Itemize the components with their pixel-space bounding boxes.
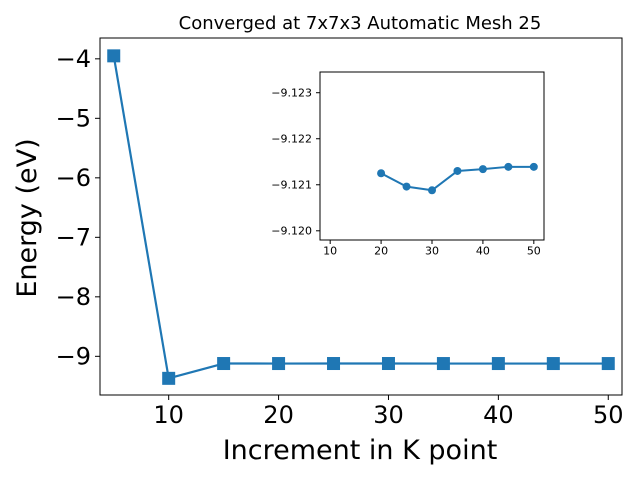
data-point <box>402 182 411 191</box>
data-point <box>529 162 538 171</box>
x-tick-label: 50 <box>593 401 624 429</box>
x-tick-label: 40 <box>476 244 490 257</box>
y-tick-label: −8 <box>56 283 91 311</box>
inset-plot: 10 20 30 40 50 −9.120 −9.121 −9.122 −9.123 <box>271 71 545 257</box>
data-point <box>436 357 450 371</box>
data-point <box>107 49 121 63</box>
data-point <box>428 186 436 195</box>
data-point <box>327 357 341 371</box>
y-axis-label: Energy (eV) <box>12 138 43 297</box>
x-axis-label: Increment in K point <box>223 435 498 466</box>
x-tick-label: 20 <box>374 244 388 257</box>
data-point <box>504 162 513 171</box>
y-tick-label: −9.123 <box>271 87 312 100</box>
data-point <box>162 371 176 385</box>
data-point <box>601 357 615 371</box>
x-tick-label: 10 <box>153 401 184 429</box>
y-tick-label: −9 <box>56 343 91 371</box>
y-tick-label: −9.120 <box>271 225 312 238</box>
y-tick-label: −9.121 <box>271 179 312 192</box>
y-tick-label: −4 <box>56 45 91 73</box>
axes-frame <box>319 71 545 241</box>
data-point <box>453 166 462 175</box>
x-tick-label: 50 <box>527 244 541 257</box>
x-tick-label: 10 <box>323 244 337 257</box>
x-tick-label: 30 <box>425 244 439 257</box>
x-tick-label: 30 <box>373 401 404 429</box>
data-point <box>217 357 231 371</box>
main-plot: 10 20 30 40 50 −9 −8 −7 −6 −5 −4 <box>56 37 624 429</box>
series-line <box>112 55 609 380</box>
data-point <box>491 357 505 371</box>
y-tick-label: −9.122 <box>271 133 312 146</box>
y-tick-label: −6 <box>56 164 91 192</box>
y-tick-label: −5 <box>56 105 91 133</box>
axes-frame <box>99 37 623 396</box>
data-point <box>381 357 395 371</box>
data-point <box>546 357 560 371</box>
data-point <box>377 169 386 178</box>
data-point <box>478 165 487 174</box>
chart-title: Converged at 7x7x3 Automatic Mesh 25 <box>179 13 542 34</box>
data-point <box>272 357 286 371</box>
x-tick-label: 20 <box>263 401 294 429</box>
y-tick-label: −7 <box>56 224 91 252</box>
x-tick-label: 40 <box>483 401 514 429</box>
